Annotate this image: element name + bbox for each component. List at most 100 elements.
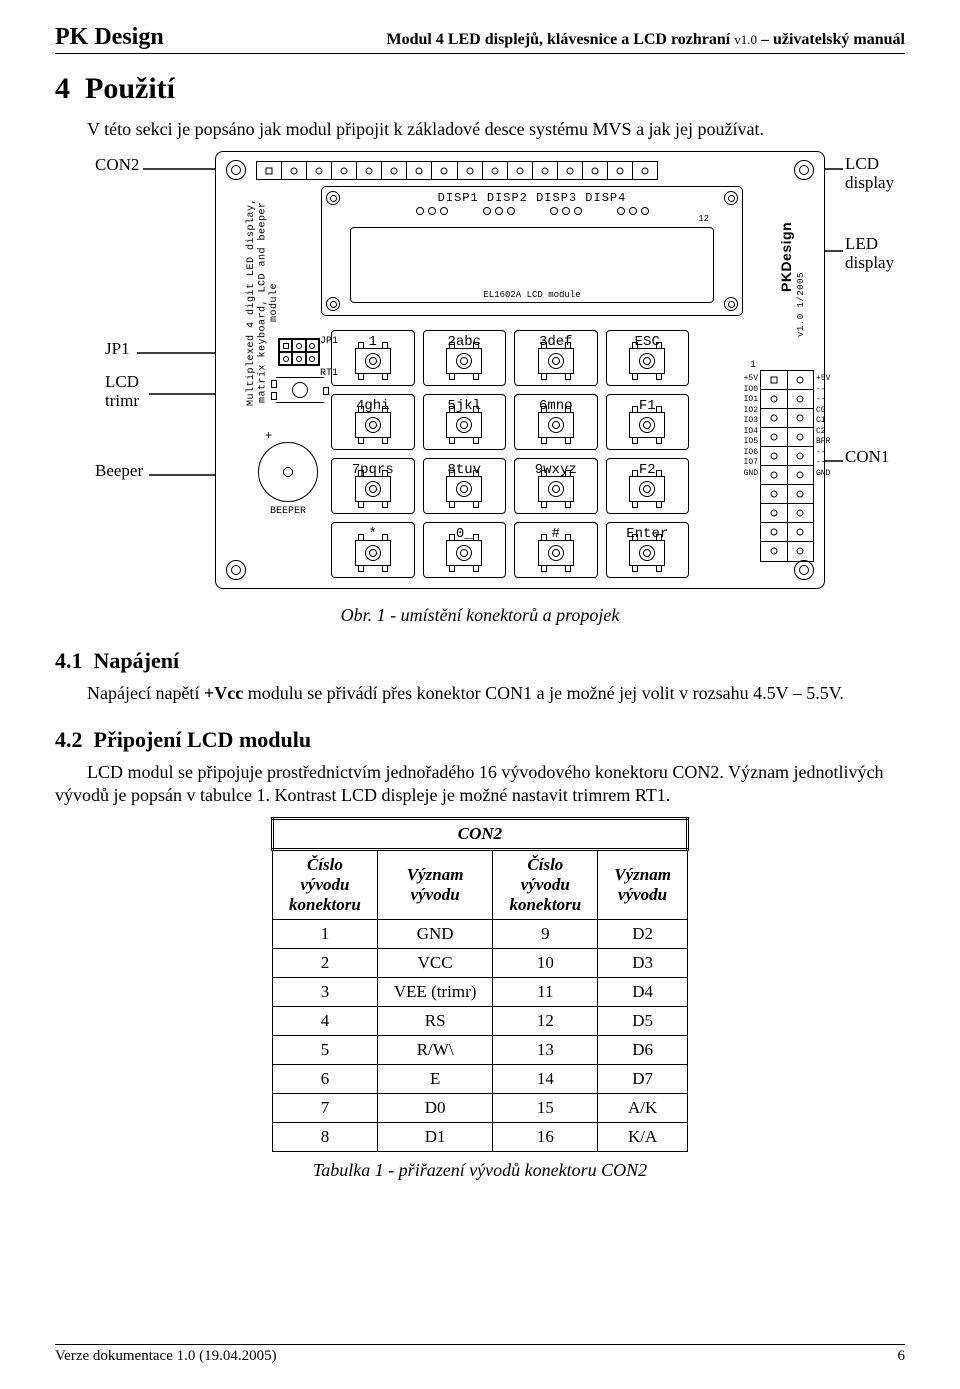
para-lcd: LCD modul se připojuje prostřednictvím j… bbox=[55, 761, 905, 807]
table-header-cell: Významvývodu bbox=[598, 850, 688, 920]
para-napajeni: Napájecí napětí +Vcc modulu se přivádí p… bbox=[55, 682, 905, 705]
table-cell: 8 bbox=[273, 1123, 378, 1152]
subsection-41-title: Napájení bbox=[94, 648, 180, 673]
con1-header bbox=[760, 370, 814, 562]
table-cell: GND bbox=[377, 920, 493, 949]
subsection-41-num: 4.1 bbox=[55, 648, 83, 673]
section-title: Použití bbox=[85, 72, 175, 105]
page-footer: Verze dokumentace 1.0 (19.04.2005) 6 bbox=[55, 1344, 905, 1365]
one-marker: 1 bbox=[750, 360, 756, 371]
twelve-marker: 12 bbox=[698, 214, 709, 224]
rt1-trimr bbox=[276, 377, 324, 403]
disp-labels: DISP1 DISP2 DISP3 DISP4 bbox=[322, 191, 742, 205]
subsection-42-title: Připojení LCD modulu bbox=[94, 727, 312, 752]
table-cell: D0 bbox=[377, 1094, 493, 1123]
subsection-42-num: 4.2 bbox=[55, 727, 83, 752]
mount-hole bbox=[794, 160, 814, 180]
key: 3def bbox=[514, 330, 598, 386]
version-vtext: v1.0 1/2005 bbox=[796, 262, 806, 348]
table-cell: 13 bbox=[493, 1036, 598, 1065]
table-cell: D5 bbox=[598, 1007, 688, 1036]
label-con1: CON1 bbox=[845, 447, 889, 467]
table-cell: 16 bbox=[493, 1123, 598, 1152]
subsection-42: 4.2 Připojení LCD modulu bbox=[55, 727, 905, 753]
table-cell: K/A bbox=[598, 1123, 688, 1152]
module-vtext-1: Multiplexed 4 digit LED display, bbox=[246, 198, 257, 406]
key: Enter bbox=[606, 522, 690, 578]
table-cell: 1 bbox=[273, 920, 378, 949]
lcd-glass: EL1602A LCD module 12 bbox=[350, 227, 714, 303]
page-header: PK Design Modul 4 LED displejů, klávesni… bbox=[55, 24, 905, 54]
pk-design-logo: PKDesign bbox=[778, 198, 794, 316]
table-row: 3VEE (trimr)11D4 bbox=[273, 978, 688, 1007]
table-cell: D7 bbox=[598, 1065, 688, 1094]
con2-header bbox=[256, 161, 658, 180]
table-cell: 12 bbox=[493, 1007, 598, 1036]
table-header-cell: Významvývodu bbox=[377, 850, 493, 920]
table-row: 8D116K/A bbox=[273, 1123, 688, 1152]
table-body: 1GND9D22VCC10D33VEE (trimr)11D44RS12D55R… bbox=[273, 920, 688, 1152]
key: 2abc bbox=[423, 330, 507, 386]
table-row: 4RS12D5 bbox=[273, 1007, 688, 1036]
table-cell: D4 bbox=[598, 978, 688, 1007]
para-intro: V této sekci je popsáno jak modul připoj… bbox=[55, 118, 905, 141]
label-con2: CON2 bbox=[95, 155, 139, 175]
key: * bbox=[331, 522, 415, 578]
table-cell: 15 bbox=[493, 1094, 598, 1123]
table-cell: RS bbox=[377, 1007, 493, 1036]
footer-left: Verze dokumentace 1.0 (19.04.2005) bbox=[55, 1348, 277, 1365]
label-beeper: Beeper bbox=[95, 461, 143, 481]
table-cell: 5 bbox=[273, 1036, 378, 1065]
table-head-row: ČíslovývodukonektoruVýznamvývoduČíslovýv… bbox=[273, 850, 688, 920]
mount-hole bbox=[226, 560, 246, 580]
label-jp1: JP1 bbox=[105, 339, 130, 359]
section-number: 4 bbox=[55, 72, 70, 105]
beeper-silk: BEEPER bbox=[270, 506, 306, 517]
table-caption: Tabulka 1 - přiřazení vývodů konektoru C… bbox=[55, 1160, 905, 1181]
table-cell: R/W\ bbox=[377, 1036, 493, 1065]
table-row: 1GND9D2 bbox=[273, 920, 688, 949]
key: # bbox=[514, 522, 598, 578]
table-cell: 7 bbox=[273, 1094, 378, 1123]
table-cell: 3 bbox=[273, 978, 378, 1007]
table-cell: 11 bbox=[493, 978, 598, 1007]
key: 5jkl bbox=[423, 394, 507, 450]
table-cell: E bbox=[377, 1065, 493, 1094]
table-cell: VEE (trimr) bbox=[377, 978, 493, 1007]
table-cell: D6 bbox=[598, 1036, 688, 1065]
key: 7pqrs bbox=[331, 458, 415, 514]
key: 1 bbox=[331, 330, 415, 386]
key: 0_ bbox=[423, 522, 507, 578]
table-cell: VCC bbox=[377, 949, 493, 978]
table-cell: D2 bbox=[598, 920, 688, 949]
para-napajeni-vcc: +Vcc bbox=[204, 683, 243, 703]
footer-page: 6 bbox=[898, 1348, 906, 1365]
para-napajeni-suffix: modulu se přivádí přes konektor CON1 a j… bbox=[243, 683, 844, 703]
jp1-header bbox=[278, 338, 320, 366]
key: ESC bbox=[606, 330, 690, 386]
con1-labels-right: +5V----C0C1C2BPR----GND bbox=[816, 374, 840, 479]
lcd-module: DISP1 DISP2 DISP3 DISP4 EL1602A LCD modu… bbox=[321, 186, 743, 316]
table-cell: 4 bbox=[273, 1007, 378, 1036]
table-cell: 9 bbox=[493, 920, 598, 949]
key: F2 bbox=[606, 458, 690, 514]
key: 6mno bbox=[514, 394, 598, 450]
table-title: CON2 bbox=[273, 819, 688, 850]
mount-hole bbox=[226, 160, 246, 180]
table-cell: A/K bbox=[598, 1094, 688, 1123]
table-row: 6E14D7 bbox=[273, 1065, 688, 1094]
beeper: + bbox=[258, 442, 318, 502]
subsection-41: 4.1 Napájení bbox=[55, 648, 905, 674]
pcb-diagram: CON2 JP1 LCD trimr Beeper LCD display LE… bbox=[55, 151, 905, 597]
figure-caption: Obr. 1 - umístění konektorů a propojek bbox=[55, 605, 905, 626]
key: 9wxyz bbox=[514, 458, 598, 514]
table-row: 5R/W\13D6 bbox=[273, 1036, 688, 1065]
disp-pin-row bbox=[322, 207, 742, 215]
header-title-tail: – uživatelský manuál bbox=[757, 31, 905, 48]
mount-hole bbox=[794, 560, 814, 580]
section-heading: 4 Použití bbox=[55, 72, 905, 106]
pcb-outline: DISP1 DISP2 DISP3 DISP4 EL1602A LCD modu… bbox=[215, 151, 825, 589]
lcd-model-tag: EL1602A LCD module bbox=[483, 290, 580, 300]
module-vtext-2: matrix keyboard, LCD and beeper module bbox=[258, 201, 281, 403]
label-led-display: LED display bbox=[845, 235, 915, 272]
